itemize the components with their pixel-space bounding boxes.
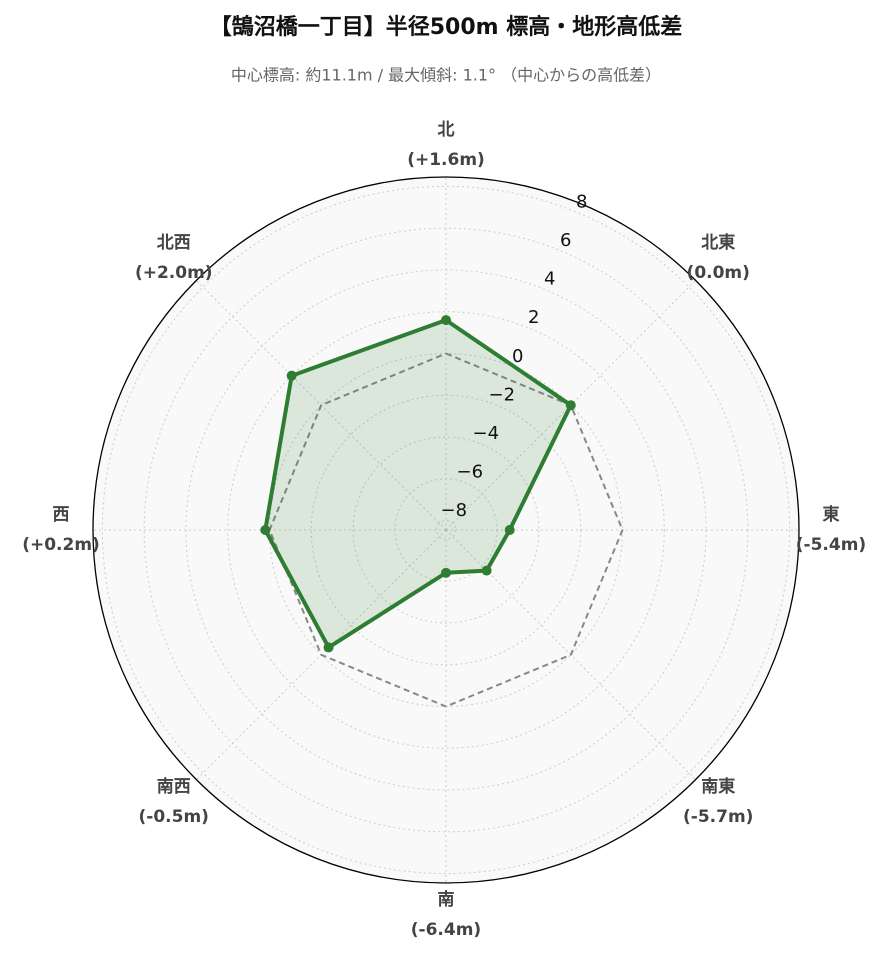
grid-circle [310,394,582,666]
category-label: 南 [438,889,455,910]
r-tick-label: 8 [576,191,587,212]
value-label: (+2.0m) [135,263,213,283]
r-tick-label: 0 [512,346,523,367]
r-tick-label: −4 [473,423,500,444]
category-label: 北東 [701,232,735,253]
grid-circle [101,185,791,875]
r-tick-label: −8 [441,500,468,521]
value-label: (-5.7m) [683,807,753,827]
r-tick-label: 2 [528,307,539,328]
chart-subtitle: 中心標高: 約11.1m / 最大傾斜: 1.1° （中心からの高低差） [231,66,661,85]
value-label: (+0.2m) [22,535,100,555]
grid-circle [436,520,456,540]
category-label: 北西 [157,233,191,253]
category-label: 東 [823,504,840,525]
category-label: 南東 [701,776,735,797]
point [504,525,515,535]
plot-border [92,176,800,884]
point [286,370,297,381]
reference-line [268,352,624,708]
grid-circle [352,436,540,624]
grid-circle [227,311,665,749]
value-label: (0.0m) [687,263,750,283]
point [323,642,334,653]
r-tick-label: 6 [560,230,571,251]
area [265,320,571,648]
value-label: (-6.4m) [411,920,481,940]
category-label: 西 [53,505,70,525]
value-label: (-5.4m) [796,535,866,555]
category-label: 南西 [157,776,191,797]
r-tick-label: −6 [457,462,484,483]
value-label: (+1.6m) [407,150,485,170]
point [441,315,451,326]
point [260,525,271,535]
r-tick-label: −2 [488,384,515,405]
value-label: (-0.5m) [139,807,209,827]
point [481,565,492,576]
point [441,567,451,578]
r-tick-label: 4 [544,269,555,290]
point [565,400,576,411]
category-label: 北 [438,120,455,140]
chart-title: 【鵠沼橋一丁目】半径500m 標高・地形高低差 [210,14,683,40]
